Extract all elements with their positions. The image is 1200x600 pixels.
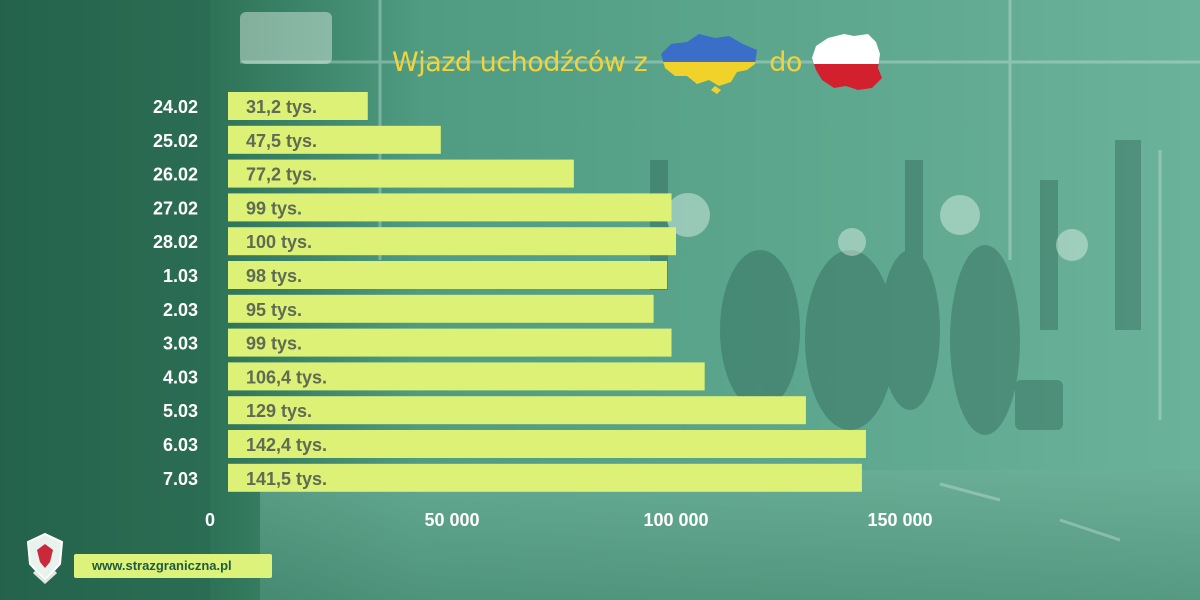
bar-2.03 — [228, 294, 654, 323]
data-label-25.02: 47,5 tys. — [246, 131, 317, 151]
category-label-24.02: 24.02 — [153, 97, 198, 117]
border-guard-emblem-icon — [26, 532, 64, 585]
category-label-28.02: 28.02 — [153, 232, 198, 252]
category-label-27.02: 27.02 — [153, 198, 198, 218]
data-label-7.03: 141,5 tys. — [246, 469, 327, 489]
category-label-2.03: 2.03 — [163, 300, 198, 320]
category-label-4.03: 4.03 — [163, 367, 198, 387]
bar-6.03 — [228, 430, 866, 458]
bar-26.02 — [228, 159, 574, 188]
data-label-6.03: 142,4 tys. — [246, 435, 327, 455]
category-label-6.03: 6.03 — [163, 435, 198, 455]
bar-3.03 — [228, 328, 672, 357]
data-label-1.03: 98 tys. — [246, 266, 302, 286]
data-label-27.02: 99 tys. — [246, 198, 302, 218]
bar-28.02 — [228, 227, 676, 256]
category-label-26.02: 26.02 — [153, 165, 198, 185]
bar-24.02 — [228, 92, 368, 120]
title-part-from: Wjazd uchodźców z — [392, 46, 648, 78]
data-label-4.03: 106,4 tys. — [246, 367, 327, 387]
footer-url[interactable]: www.strazgraniczna.pl — [92, 558, 232, 573]
category-label-7.03: 7.03 — [163, 469, 198, 489]
x-tick-label-50000: 50 000 — [424, 510, 479, 530]
footer: www.strazgraniczna.pl — [18, 530, 272, 586]
bar-27.02 — [228, 193, 672, 222]
data-label-5.03: 129 tys. — [246, 401, 312, 421]
data-label-26.02: 77,2 tys. — [246, 165, 317, 185]
category-label-5.03: 5.03 — [163, 401, 198, 421]
x-tick-label-150000: 150 000 — [867, 510, 932, 530]
bar-7.03 — [228, 463, 862, 492]
bar-25.02 — [228, 125, 441, 154]
category-label-1.03: 1.03 — [163, 266, 198, 286]
bar-4.03 — [228, 362, 705, 391]
title-part-to: do — [769, 46, 802, 78]
bar-5.03 — [228, 396, 806, 425]
poland-map-flag-icon — [811, 34, 882, 90]
data-label-28.02: 100 tys. — [246, 232, 312, 252]
footer-url-bar: www.strazgraniczna.pl — [74, 554, 272, 578]
x-tick-label-0: 0 — [205, 510, 215, 530]
category-label-25.02: 25.02 — [153, 131, 198, 151]
bar-1.03 — [228, 261, 668, 289]
ukraine-map-flag-icon — [661, 34, 758, 94]
data-label-24.02: 31,2 tys. — [246, 97, 317, 117]
data-label-3.03: 99 tys. — [246, 334, 302, 354]
chart-title: Wjazd uchodźców z do — [392, 30, 884, 94]
data-label-2.03: 95 tys. — [246, 300, 302, 320]
category-label-3.03: 3.03 — [163, 334, 198, 354]
x-tick-label-100000: 100 000 — [643, 510, 708, 530]
